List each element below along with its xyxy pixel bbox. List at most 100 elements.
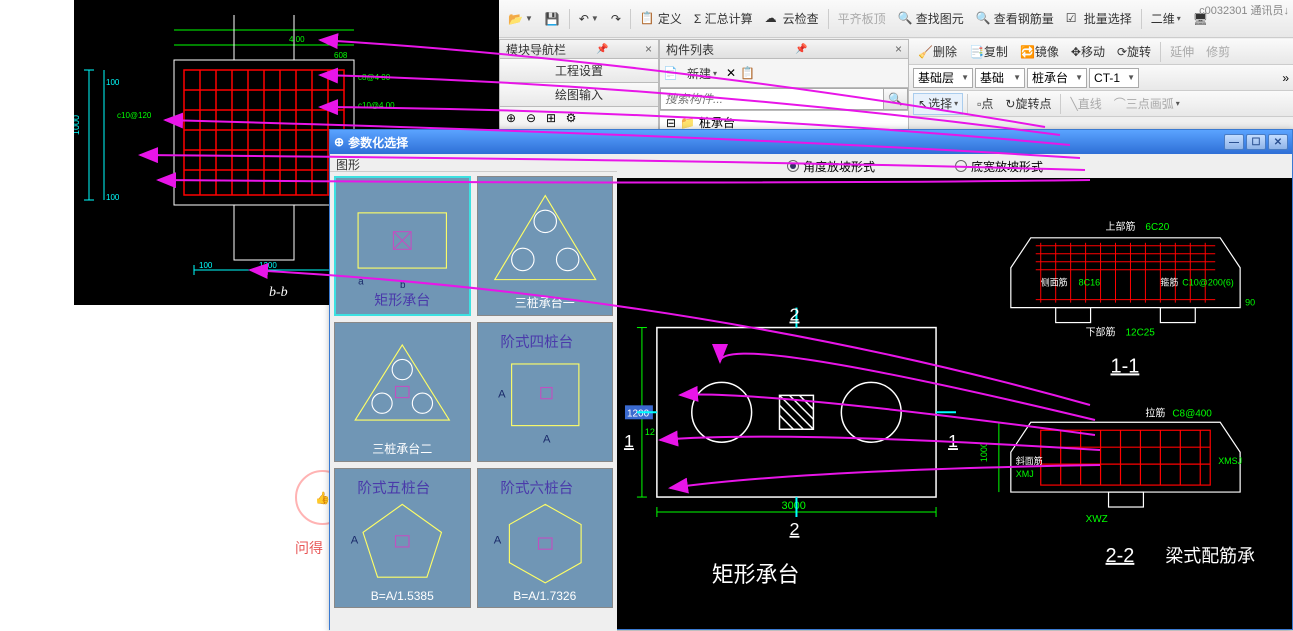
code-combo[interactable]: CT-1 xyxy=(1089,68,1139,88)
tile-step-5pile[interactable]: 阶式五桩台A B=A/1.5385 xyxy=(334,468,471,608)
radio-icon xyxy=(787,160,799,172)
trim-button[interactable]: 修剪 xyxy=(1201,41,1235,63)
popup-titlebar[interactable]: ⊕ 参数化选择 — ☐ ✕ xyxy=(330,130,1292,154)
svg-text:梁式配筋承: 梁式配筋承 xyxy=(1165,546,1255,566)
tile-step-6pile[interactable]: 阶式六桩台A B=A/1.7326 xyxy=(477,468,614,608)
cloud-check-button[interactable]: ☁云检查 xyxy=(760,8,824,30)
config-icon[interactable]: ⚙ xyxy=(562,109,580,127)
redo-icon[interactable]: ↷ xyxy=(606,8,626,30)
view2d-button[interactable]: 二维▾ xyxy=(1146,8,1186,30)
pin-icon[interactable]: 📌 xyxy=(795,44,807,55)
svg-text:1000: 1000 xyxy=(979,442,989,462)
find-element-button[interactable]: 🔍查找图元 xyxy=(893,8,969,30)
category-combo[interactable]: 基础 xyxy=(975,68,1025,88)
collapse-icon[interactable]: ⊖ xyxy=(522,109,540,127)
svg-text:a: a xyxy=(358,277,364,288)
module-nav-panel: 模块导航栏 📌 × 工程设置 绘图输入 ⊕ ⊖ ⊞ ⚙ xyxy=(499,39,659,130)
define-button[interactable]: 📋定义 xyxy=(635,8,687,30)
svg-text:100: 100 xyxy=(199,261,213,270)
save-icon[interactable]: 💾 xyxy=(540,8,565,30)
sum-button[interactable]: Σ 汇总计算 xyxy=(689,8,758,30)
arc3-button[interactable]: ⌒三点画弧▾ xyxy=(1109,93,1185,115)
svg-text:100: 100 xyxy=(106,193,120,202)
svg-text:下部筋: 下部筋 xyxy=(1086,326,1116,339)
pin-icon[interactable]: 📌 xyxy=(596,44,608,55)
svg-text:A: A xyxy=(543,433,551,445)
feedback-text: 问得 xyxy=(295,538,323,558)
svg-text:12C25: 12C25 xyxy=(1125,328,1155,339)
svg-text:4 00: 4 00 xyxy=(289,35,305,44)
draw-toolbar: ↖选择▾ ▫点 ↻旋转点 ╲直线 ⌒三点画弧▾ xyxy=(909,91,1293,117)
delete-icon[interactable]: ✕ xyxy=(726,66,736,80)
tile-label: B=A/1.7326 xyxy=(513,589,576,603)
svg-text:XMJ: XMJ xyxy=(1016,469,1034,479)
search-button[interactable]: 🔍 xyxy=(884,88,908,110)
radio-width-slope[interactable]: 底宽放坡形式 xyxy=(955,158,1043,175)
nav-panel-header: 模块导航栏 📌 × xyxy=(499,39,659,59)
svg-text:12: 12 xyxy=(645,427,655,437)
svg-text:A: A xyxy=(351,535,359,547)
delete-button[interactable]: 🧹删除 xyxy=(913,41,962,63)
gallery-grid[interactable]: ab 矩形承台 三桩承台一 三桩承台二 阶式四桩台 A A 阶式五桩台A B=A/1… xyxy=(330,172,617,631)
view-rebar-button[interactable]: 🔍查看钢筋量 xyxy=(971,8,1059,30)
edit-toolbar: 🧹删除 📑复制 🔁镜像 ✥移动 ⟳旋转 延伸 修剪 xyxy=(909,39,1293,65)
main-toolbar: 📂▼ 💾 ↶▼ ↷ 📋定义 Σ 汇总计算 ☁云检查 平齐板顶 🔍查找图元 🔍查看… xyxy=(499,0,1293,38)
tile-3pile-1[interactable]: 三桩承台一 xyxy=(477,176,614,316)
tree-folder-icon: 📁 xyxy=(680,116,695,130)
svg-text:A: A xyxy=(493,535,501,547)
shape-gallery: 图形 ab 矩形承台 三桩承台一 三桩承台二 阶式四桩台AA 阶式五桩台A B=… xyxy=(330,154,617,631)
component-list-panel: 构件列表 📌 × 📄 新建▾ ✕ 📋 🔍 ⊟ 📁 桩承台 xyxy=(659,39,909,135)
svg-text:1000: 1000 xyxy=(74,115,81,135)
svg-text:阶式四桩台: 阶式四桩台 xyxy=(500,334,573,351)
move-button[interactable]: ✥移动 xyxy=(1066,41,1110,63)
comp-toolbar: 📄 新建▾ ✕ 📋 xyxy=(659,59,909,88)
copy-icon[interactable]: 📋 xyxy=(740,66,755,80)
maximize-button[interactable]: ☐ xyxy=(1246,134,1266,150)
tile-step-4pile[interactable]: 阶式四桩台AA xyxy=(477,322,614,462)
subcat-combo[interactable]: 桩承台 xyxy=(1027,68,1087,88)
close-icon[interactable]: × xyxy=(895,42,902,56)
mirror-button[interactable]: 🔁镜像 xyxy=(1015,41,1064,63)
new-button[interactable]: 新建▾ xyxy=(682,62,722,84)
search-input[interactable] xyxy=(660,88,884,110)
svg-text:c10@120: c10@120 xyxy=(117,111,152,120)
line-button[interactable]: ╲直线 xyxy=(1065,93,1106,115)
tile-label: 矩形承台 xyxy=(374,290,430,310)
radio-angle-slope[interactable]: 角度放坡形式 xyxy=(787,158,875,175)
extend-button[interactable]: 延伸 xyxy=(1165,41,1199,63)
close-button[interactable]: ✕ xyxy=(1268,134,1288,150)
batch-select-button[interactable]: ☑批量选择 xyxy=(1061,8,1137,30)
parametric-popup: ⊕ 参数化选择 — ☐ ✕ 图形 ab 矩形承台 三桩承台一 三桩承台二 阶式四… xyxy=(329,129,1293,630)
tree-toggle-icon[interactable]: ⊟ xyxy=(666,116,676,130)
close-icon[interactable]: × xyxy=(645,42,652,56)
open-icon[interactable]: 📂▼ xyxy=(503,8,538,30)
svg-text:c8@4 00: c8@4 00 xyxy=(358,73,391,82)
undo-icon[interactable]: ↶▼ xyxy=(574,8,604,30)
copy-button[interactable]: 📑复制 xyxy=(964,41,1013,63)
rotate-point-button[interactable]: ↻旋转点 xyxy=(1000,93,1056,115)
nav-item-project[interactable]: 工程设置 xyxy=(499,59,659,83)
svg-text:c10@4 00: c10@4 00 xyxy=(358,101,395,110)
rotate-button[interactable]: ⟳旋转 xyxy=(1112,41,1156,63)
align-slab-button[interactable]: 平齐板顶 xyxy=(833,8,891,30)
popup-drawing-area: 3000 1200 12 1 1 2 2 矩形承台 xyxy=(617,154,1292,629)
svg-text:C8@400: C8@400 xyxy=(1172,408,1212,419)
expand-icon[interactable]: ⊕ xyxy=(502,109,520,127)
svg-text:90: 90 xyxy=(1245,298,1255,308)
add-icon[interactable]: 📄 xyxy=(663,66,678,80)
tile-rect-cap[interactable]: ab 矩形承台 xyxy=(334,176,471,316)
radio-icon xyxy=(955,160,967,172)
point-button[interactable]: ▫点 xyxy=(972,93,998,115)
nav-item-draw[interactable]: 绘图输入 xyxy=(499,83,659,107)
user-info: c0032301 通讯员↓ xyxy=(1199,2,1289,18)
svg-text:8C16: 8C16 xyxy=(1079,278,1100,288)
tile-3pile-2[interactable]: 三桩承台二 xyxy=(334,322,471,462)
more-icon[interactable]: » xyxy=(1282,71,1289,85)
select-button[interactable]: ↖选择▾ xyxy=(913,93,963,115)
svg-text:1200: 1200 xyxy=(259,261,277,270)
popup-title: 参数化选择 xyxy=(348,134,408,151)
layer-combo[interactable]: 基础层 xyxy=(913,68,973,88)
svg-text:箍筋: 箍筋 xyxy=(1160,277,1178,288)
minimize-button[interactable]: — xyxy=(1224,134,1244,150)
tree-icon[interactable]: ⊞ xyxy=(542,109,560,127)
